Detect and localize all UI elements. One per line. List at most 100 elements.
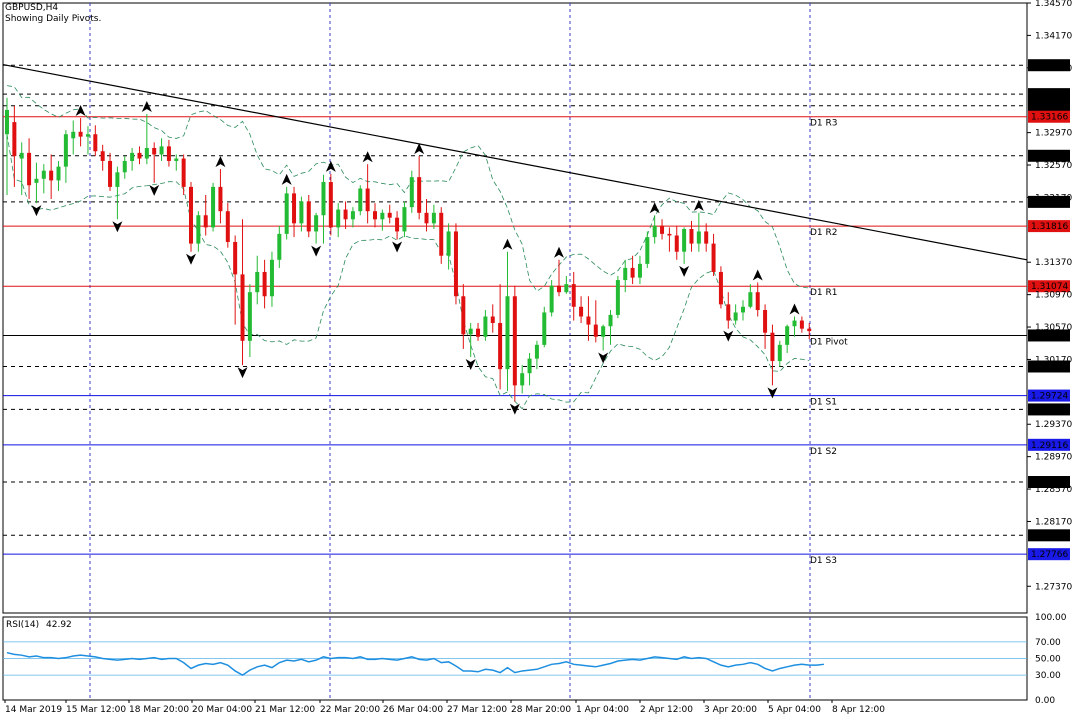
candle-body — [498, 322, 503, 370]
price-level-value: 1.33802 — [1031, 61, 1068, 71]
pivot-label: D1 Pivot — [810, 337, 848, 347]
fractal-down-arrow — [509, 403, 520, 415]
rsi-label: RSI(14) — [6, 620, 39, 630]
candle-body — [792, 320, 797, 327]
fractal-up-arrow — [789, 303, 800, 315]
price-level-value: 1.32115 — [1031, 198, 1068, 208]
price-level-value: 1.28657 — [1031, 478, 1068, 488]
candle-body — [770, 332, 775, 362]
pivot-label: D1 R3 — [810, 119, 838, 129]
candle-body — [34, 178, 39, 183]
candle-body — [431, 212, 436, 224]
candle-body — [615, 280, 620, 315]
price-level-value: 1.27999 — [1031, 531, 1068, 541]
candle-body — [130, 152, 135, 161]
candle-body — [505, 296, 510, 370]
fractal-up-arrow — [215, 156, 226, 168]
candle-body — [520, 373, 525, 386]
candle-body — [380, 212, 385, 220]
price-level-tag — [1028, 476, 1070, 489]
candle-body — [711, 243, 716, 272]
candle-body — [733, 312, 738, 321]
candle-body — [549, 285, 554, 313]
fractal-down-arrow — [186, 253, 196, 265]
candle-body — [512, 296, 517, 386]
price-level-tag — [1028, 438, 1070, 451]
fractal-up-arrow — [693, 199, 704, 211]
rsi-tick-label: 0.00 — [1035, 696, 1055, 706]
candle-body — [93, 134, 98, 152]
x-tick-label: 21 Mar 12:00 — [255, 705, 315, 715]
candle-body — [490, 316, 495, 323]
candle-body — [660, 225, 665, 234]
candle-body — [41, 170, 46, 179]
rsi-tick-label: 100.00 — [1035, 613, 1067, 623]
chart-subtitle: Showing Daily Pivots. — [5, 14, 102, 24]
candle-body — [696, 231, 701, 244]
x-tick-label: 18 Mar 20:00 — [129, 705, 189, 715]
candle-body — [557, 285, 561, 293]
candle-body — [233, 241, 238, 275]
fractal-down-arrow — [465, 359, 476, 371]
rsi-line — [6, 651, 825, 676]
x-tick-label: 20 Mar 04:00 — [192, 705, 252, 715]
price-level-tag — [1028, 548, 1070, 561]
fractal-up-arrow — [414, 143, 425, 155]
candle-body — [152, 148, 157, 155]
candle-body — [807, 328, 812, 332]
candle-body — [748, 292, 753, 307]
candle-body — [468, 328, 473, 335]
x-tick-label: 15 Mar 12:00 — [66, 705, 126, 715]
fractal-down-arrow — [767, 387, 778, 399]
candle-body — [262, 271, 267, 297]
candle-body — [5, 109, 9, 135]
candle-body — [137, 152, 142, 159]
candle-body — [461, 296, 466, 335]
candle-body — [637, 263, 642, 278]
candle-body — [593, 324, 598, 337]
candle-body — [174, 158, 179, 161]
candle-body — [336, 209, 341, 228]
candle-body — [328, 182, 333, 228]
trend-line — [2, 63, 1028, 261]
x-tick-label: 2 Apr 12:00 — [640, 705, 693, 715]
candle-body — [674, 235, 679, 252]
candle-body — [63, 134, 68, 167]
rsi-tick-label: 30.00 — [1035, 671, 1061, 681]
price-level-value: 1.33166 — [1031, 113, 1068, 123]
candle-body — [630, 267, 635, 278]
price-level-value: 1.29116 — [1031, 441, 1068, 451]
candle-body — [343, 209, 348, 220]
fractal-down-arrow — [392, 241, 403, 253]
y-tick-label: 1.32970 — [1035, 129, 1072, 139]
candle-body — [358, 188, 363, 212]
main-pane-frame — [2, 2, 1028, 614]
candle-body — [247, 292, 252, 341]
pivot-label: D1 R1 — [810, 288, 838, 298]
price-level-tag — [1028, 59, 1070, 72]
candle-body — [718, 271, 723, 305]
price-level-value: 1.30466 — [1031, 331, 1068, 341]
candle-body — [115, 172, 120, 187]
y-tick-label: 1.34570 — [1035, 0, 1072, 9]
price-level-tag — [1028, 280, 1070, 293]
candle-body — [564, 284, 569, 293]
price-level-tag — [1028, 110, 1070, 123]
candle-body — [211, 186, 216, 228]
fractal-down-arrow — [723, 330, 734, 342]
candle-body — [387, 212, 392, 218]
price-level-value: 1.31074 — [1031, 282, 1068, 292]
candle-body — [122, 160, 127, 173]
fractal-down-arrow — [149, 184, 160, 196]
candle-body — [402, 207, 407, 232]
fractal-up-arrow — [75, 105, 86, 117]
rsi-tick-label: 70.00 — [1035, 638, 1061, 648]
candle-body — [225, 211, 230, 242]
y-tick-label: 1.30570 — [1035, 323, 1072, 333]
candle-body — [755, 292, 760, 311]
fractal-up-arrow — [554, 246, 564, 258]
candle-body — [306, 201, 311, 232]
candle-body — [527, 358, 532, 374]
fractal-up-arrow — [362, 151, 373, 163]
